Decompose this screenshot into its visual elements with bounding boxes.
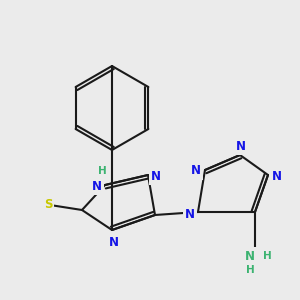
Text: N: N (92, 179, 102, 193)
Text: N: N (109, 236, 119, 248)
Text: S: S (44, 199, 52, 212)
Text: N: N (272, 169, 282, 182)
Text: N: N (151, 169, 161, 182)
Text: H: H (262, 251, 272, 261)
Text: N: N (245, 250, 255, 262)
Text: N: N (191, 164, 201, 178)
Text: N: N (185, 208, 195, 220)
Text: H: H (246, 265, 254, 275)
Text: H: H (98, 166, 106, 176)
Text: N: N (236, 140, 246, 152)
